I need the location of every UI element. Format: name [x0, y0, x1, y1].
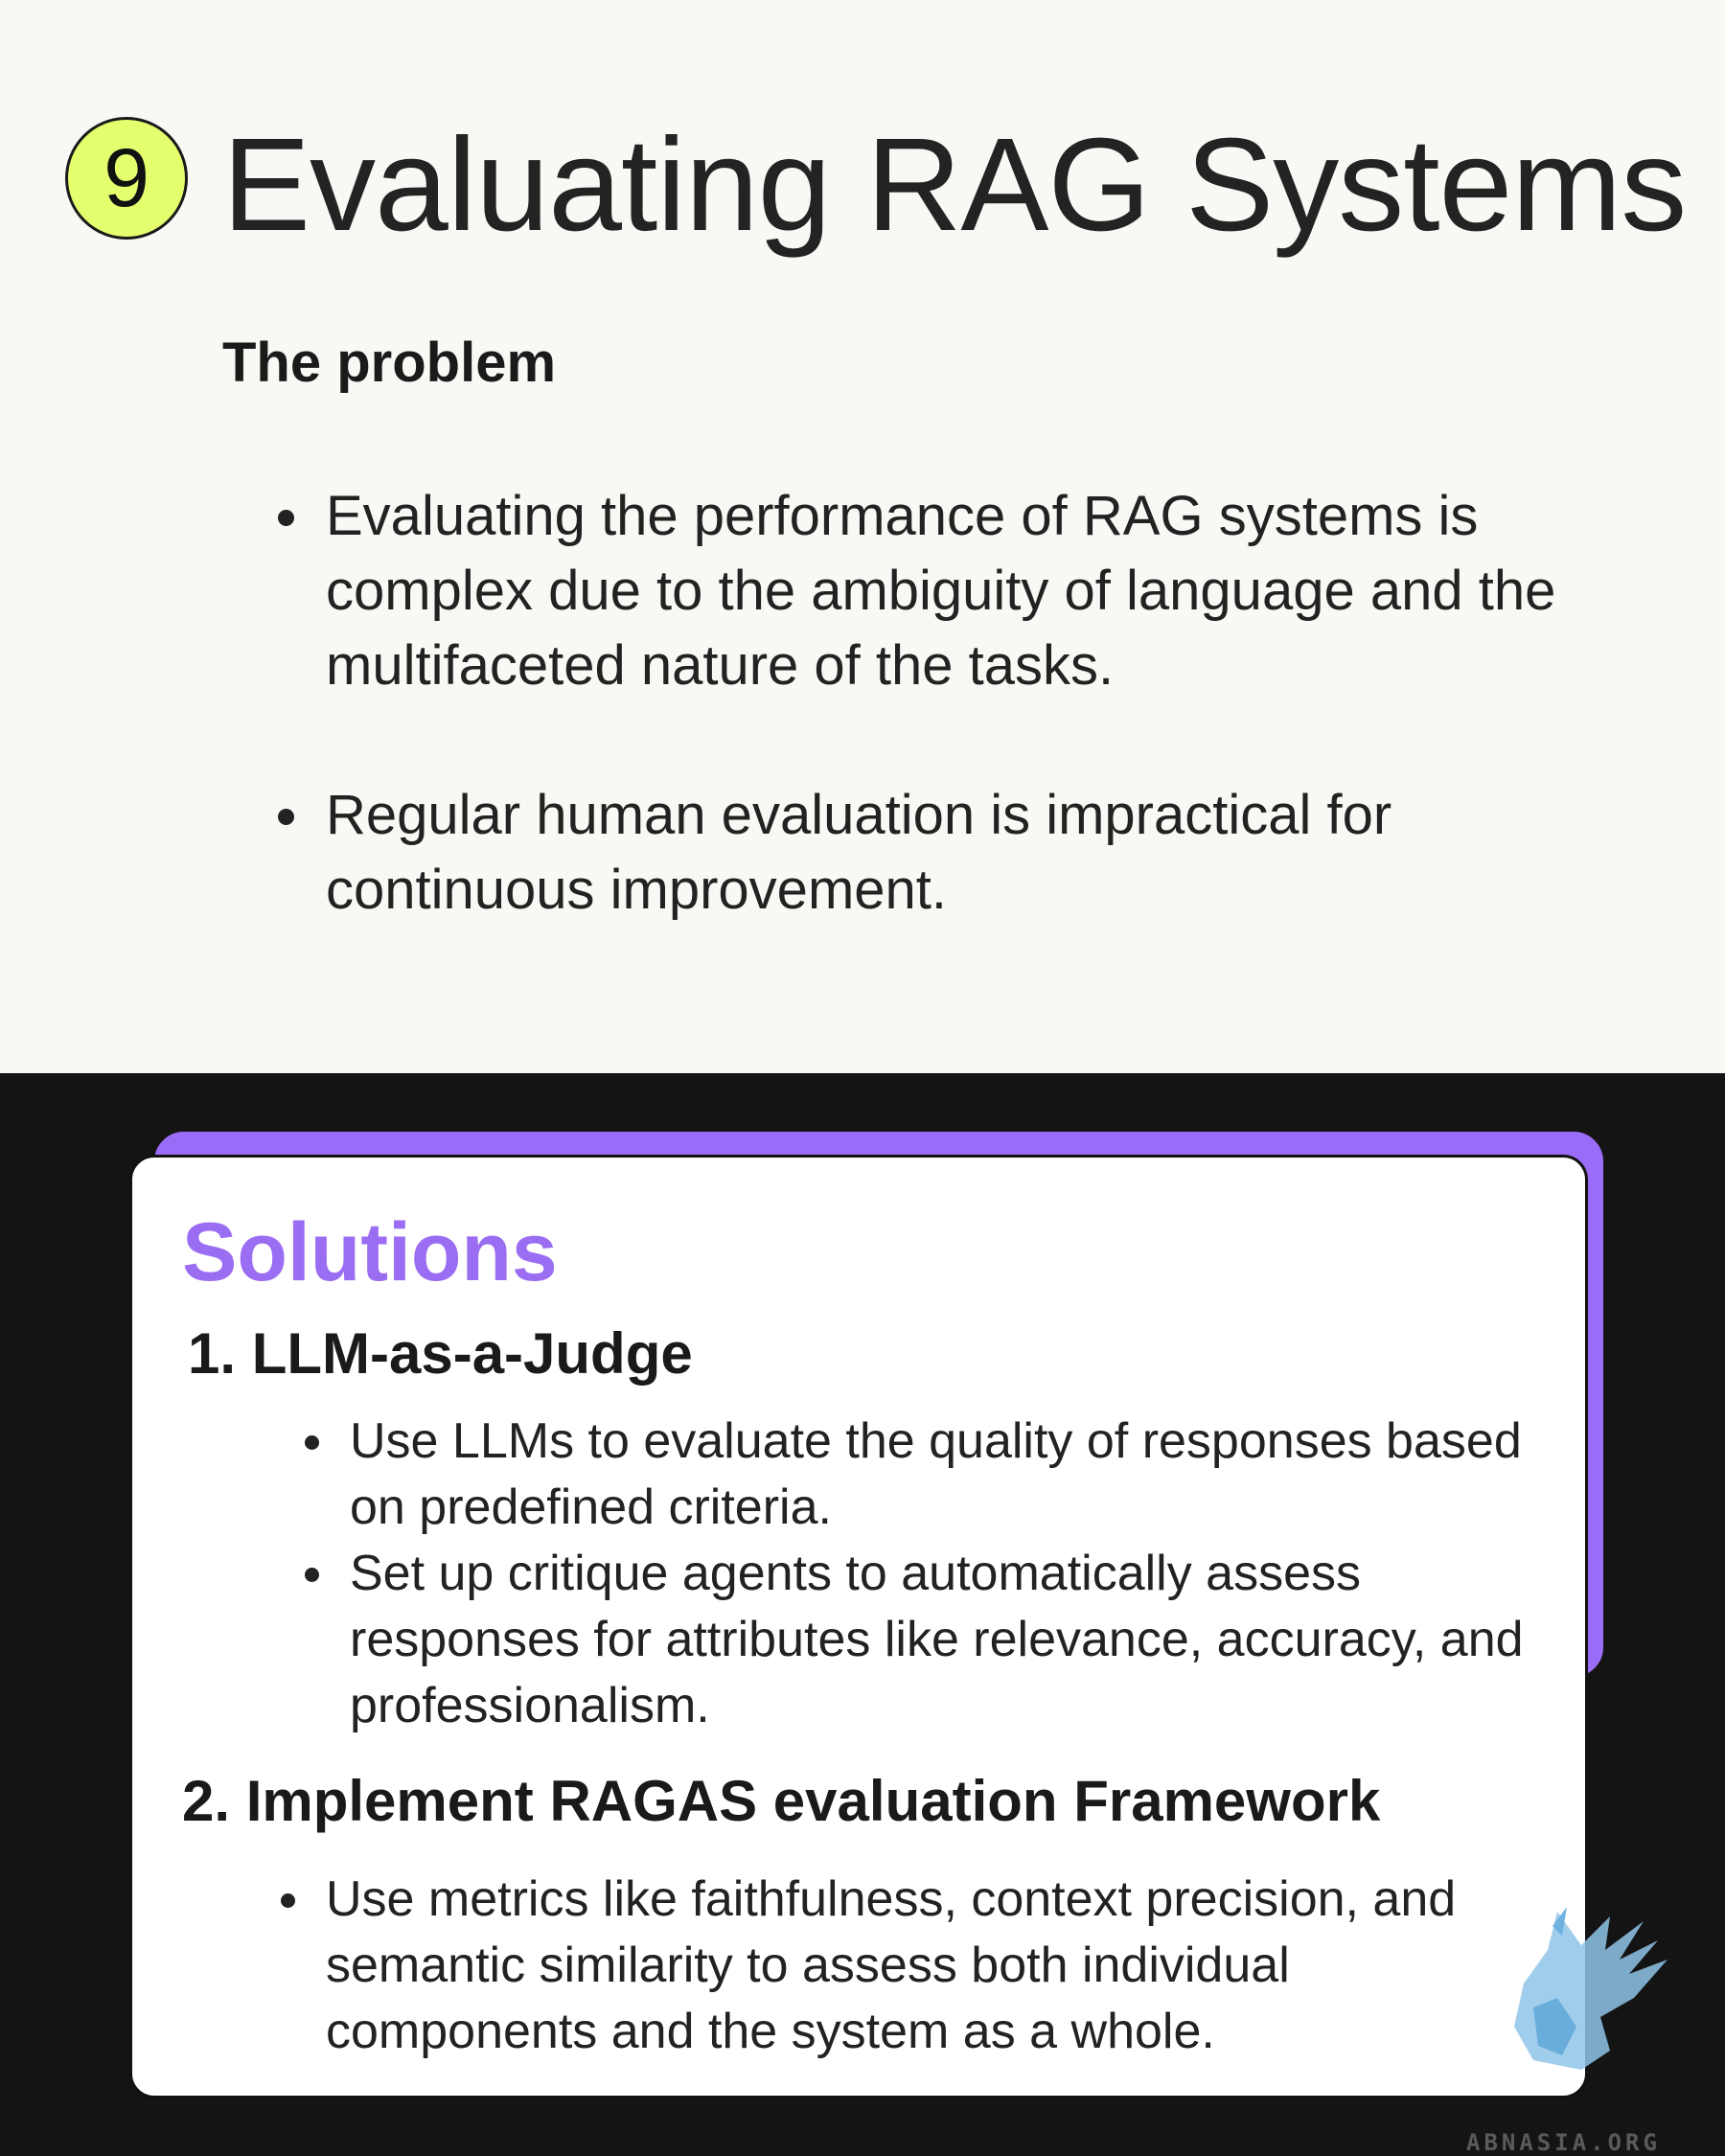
- problem-bullet-text: Evaluating the performance of RAG system…: [326, 485, 1556, 697]
- solution-bullet-text: Use LLMs to evaluate the quality of resp…: [350, 1413, 1522, 1535]
- bullet-dot-icon: [305, 1568, 319, 1582]
- watermark: ABNASIA.ORG: [1466, 2129, 1661, 2156]
- bullet-dot-icon: [281, 1893, 295, 1908]
- section-number-badge: 9: [65, 117, 188, 240]
- problem-bullet-text: Regular human evaluation is impractical …: [326, 784, 1392, 921]
- bullet-dot-icon: [305, 1435, 319, 1450]
- bullet-dot-icon: [278, 809, 294, 825]
- solution-heading-llm-judge: 1. LLM-as-a-Judge: [188, 1321, 693, 1386]
- problem-bullet-list: Evaluating the performance of RAG system…: [278, 479, 1572, 1002]
- solution-bullet-list: Use LLMs to evaluate the quality of resp…: [305, 1409, 1541, 1739]
- page-title: Evaluating RAG Systems: [222, 111, 1687, 259]
- solution-bullet-text: Set up critique agents to automatically …: [350, 1546, 1524, 1733]
- solution-bullet-text: Use metrics like faithfulness, context p…: [326, 1871, 1457, 2059]
- bullet-dot-icon: [278, 510, 294, 526]
- solution-bullet: Set up critique agents to automatically …: [305, 1541, 1541, 1739]
- solution-bullet: Use LLMs to evaluate the quality of resp…: [305, 1409, 1541, 1541]
- solution-bullet-list: Use metrics like faithfulness, context p…: [281, 1867, 1517, 2065]
- solutions-card: Solutions 1. LLM-as-a-Judge Use LLMs to …: [129, 1155, 1588, 2099]
- solutions-title: Solutions: [182, 1206, 558, 1298]
- griffin-logo-icon: [1514, 1907, 1668, 2070]
- problem-heading: The problem: [222, 332, 557, 394]
- problem-bullet: Evaluating the performance of RAG system…: [278, 479, 1572, 703]
- problem-bullet: Regular human evaluation is impractical …: [278, 778, 1572, 928]
- solution-heading-ragas: 2. Implement RAGAS evaluation Framework: [182, 1769, 1381, 1833]
- solution-bullet: Use metrics like faithfulness, context p…: [281, 1867, 1517, 2065]
- problem-section: 9 Evaluating RAG Systems The problem Eva…: [0, 0, 1725, 1073]
